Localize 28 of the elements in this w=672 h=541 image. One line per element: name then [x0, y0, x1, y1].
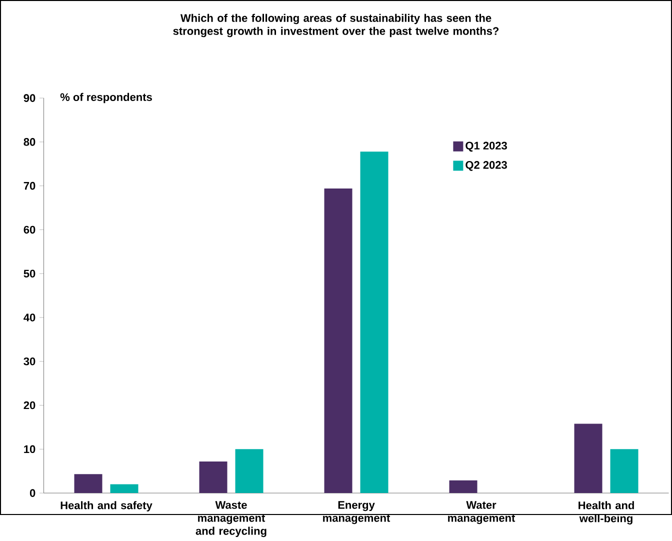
y-tick-label: 30 [24, 358, 36, 366]
bar [324, 188, 352, 494]
x-tick-label: Water management [448, 501, 516, 524]
x-tick-label: Health and safety [60, 501, 152, 512]
y-tick-label: 70 [24, 182, 36, 190]
y-tick-label: 40 [24, 314, 36, 322]
bar [110, 484, 138, 494]
y-axis-title: % of respondents [60, 93, 152, 104]
bar [610, 449, 638, 494]
bar [235, 449, 264, 494]
y-tick-label: 20 [24, 402, 36, 410]
chart-title: Which of the following areas of sustainability has seen the strongest growth in investment over the past twelve months? [173, 14, 499, 38]
x-tick-label: Waste management and recycling [196, 501, 266, 538]
y-tick-label: 90 [24, 94, 36, 102]
bar [360, 152, 388, 494]
y-tick-label: 50 [24, 270, 36, 278]
bar [574, 424, 602, 494]
legend-label: Q1 2023 [466, 142, 507, 152]
bar [74, 474, 102, 494]
bar [449, 480, 478, 494]
bar [199, 462, 228, 494]
y-tick-label: 0 [30, 489, 36, 498]
x-tick-label: Energy management [323, 501, 390, 524]
y-tick-label: 10 [24, 445, 36, 454]
y-tick-label: 80 [24, 138, 36, 146]
x-tick-label: Health and well-being [578, 501, 634, 525]
y-tick-label: 60 [24, 226, 36, 234]
legend-label: Q2 2023 [466, 161, 507, 172]
